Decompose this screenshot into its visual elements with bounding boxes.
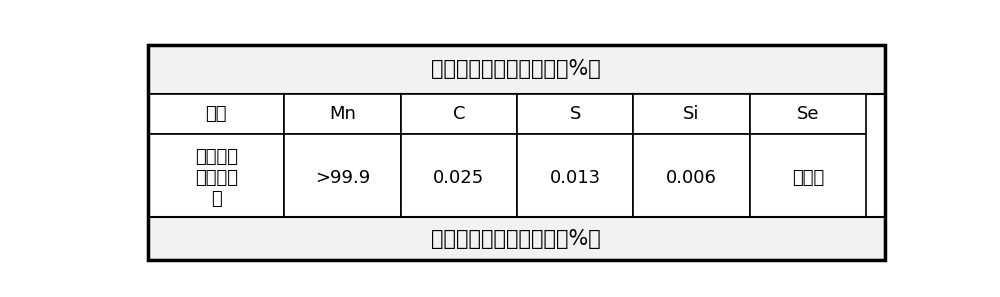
Text: >99.9: >99.9 [315,169,370,187]
Bar [148,217,885,260]
Bar [148,94,284,134]
Text: Mn: Mn [329,105,356,123]
Text: 0.013: 0.013 [550,169,601,187]
Bar [517,94,633,134]
Bar [633,94,750,134]
Text: 检测结果（重量百分含量%）: 检测结果（重量百分含量%） [432,59,601,79]
Bar [517,134,633,222]
Text: Se: Se [797,105,819,123]
Text: 0.025: 0.025 [433,169,485,187]
Bar [750,134,866,222]
Text: 检测结果（重量百分含量%）: 检测结果（重量百分含量%） [432,229,601,249]
Bar [633,134,750,222]
Text: 使用本发
明的添加
剂: 使用本发 明的添加 剂 [195,148,238,208]
Text: 成分: 成分 [206,105,227,123]
Text: 未检出: 未检出 [792,169,824,187]
Text: S: S [570,105,581,123]
Text: C: C [453,105,465,123]
Bar [401,94,517,134]
Text: 0.006: 0.006 [666,169,717,187]
Text: Si: Si [683,105,700,123]
Bar [401,134,517,222]
Bar [284,134,401,222]
Bar [284,94,401,134]
Bar [148,134,284,222]
Bar [750,94,866,134]
Bar [148,45,885,94]
